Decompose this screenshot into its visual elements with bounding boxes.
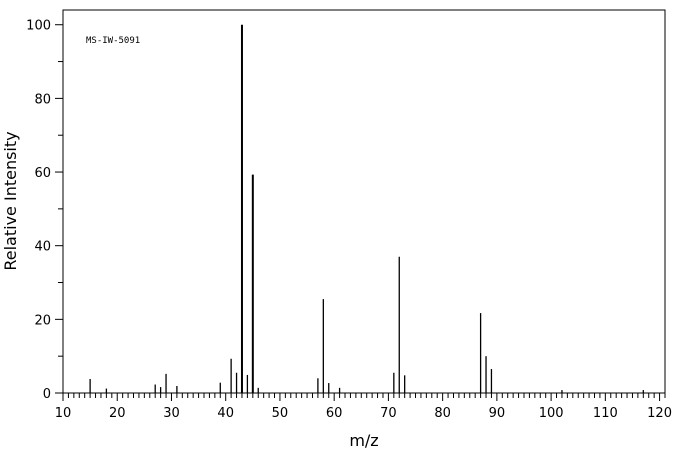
y-tick-label: 80 [34,92,51,107]
x-tick-label: 80 [434,406,451,421]
x-axis-ticks: 10 20 30 40 50 60 70 80 90 100 110 120 [55,393,672,421]
x-tick-label: 100 [539,406,564,421]
y-tick-label: 0 [43,387,51,402]
y-tick-label: 60 [34,166,51,181]
x-tick-label: 90 [489,406,506,421]
plot-frame [62,9,666,394]
x-tick-label: 120 [647,406,672,421]
y-axis-title: Relative Intensity [1,131,20,270]
x-tick-label: 50 [272,406,289,421]
chart-annotation: MS-IW-5091 [86,36,140,46]
x-tick-label: 110 [593,406,618,421]
y-tick-label: 20 [34,313,51,328]
x-tick-label: 30 [163,406,180,421]
spectrum-peaks [89,24,644,393]
x-axis-title: m/z [349,431,378,450]
y-tick-label: 100 [26,19,51,34]
x-tick-label: 40 [217,406,234,421]
y-axis-ticks: 0 20 40 60 80 100 [26,19,63,402]
x-tick-label: 70 [380,406,397,421]
x-tick-label: 10 [55,406,72,421]
y-tick-label: 40 [34,240,51,255]
x-tick-label: 60 [326,406,343,421]
x-tick-label: 20 [109,406,126,421]
